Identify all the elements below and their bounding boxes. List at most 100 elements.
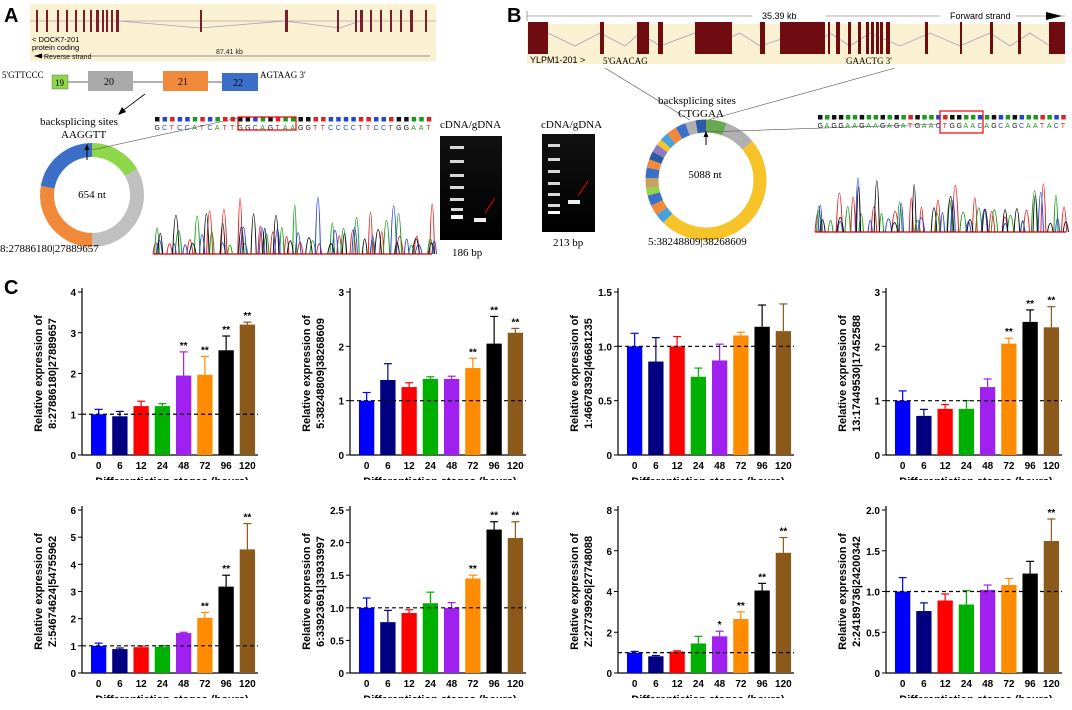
bar	[937, 408, 953, 455]
y-tick-label: 2	[874, 342, 880, 353]
bar	[754, 326, 770, 455]
base-marker	[366, 117, 371, 122]
y-tick-label: 0	[338, 669, 344, 680]
base-letter: C	[373, 125, 378, 132]
base-letter: G	[245, 125, 250, 132]
x-axis-label: Differentiation stages (hours)	[363, 694, 517, 698]
y-tick-label: 6	[606, 547, 612, 558]
bar	[648, 656, 664, 673]
base-letter: G	[915, 123, 920, 130]
x-tick-label: 12	[136, 679, 148, 690]
base-letter: A	[873, 123, 878, 130]
base-marker	[275, 117, 281, 122]
y-tick-label: 0	[70, 669, 76, 680]
x-tick-label: 12	[404, 679, 416, 690]
bar	[90, 414, 107, 455]
base-marker	[185, 117, 190, 122]
base-marker	[894, 115, 899, 120]
strand-label-a: Reverse strand	[44, 54, 92, 61]
x-tick-label: 48	[178, 461, 190, 472]
bar	[690, 643, 707, 673]
base-marker	[192, 117, 198, 122]
bar	[775, 552, 792, 673]
x-axis-label: Differentiation stages (hours)	[631, 694, 785, 698]
y-axis-label: Relative expression of 1:46678392|4668123…	[569, 315, 595, 432]
pointer-arrow-icon	[118, 107, 126, 115]
y-tick-label: 2	[606, 628, 612, 639]
x-tick-label: 12	[672, 461, 684, 472]
circle-length-b: 5088 nt	[688, 169, 721, 181]
y-tick-label: 1	[338, 397, 344, 408]
y-tick-label: 0	[70, 451, 76, 462]
gel-band-a	[474, 218, 486, 222]
base-marker	[873, 115, 879, 120]
x-tick-label: 24	[157, 679, 169, 690]
base-letter: G	[880, 123, 885, 130]
y-tick-label: 1.5	[330, 571, 344, 582]
base-marker	[1019, 115, 1025, 120]
base-letter: T	[1061, 123, 1066, 130]
x-tick-label: 48	[178, 679, 190, 690]
trace-line	[815, 177, 1061, 233]
base-letter: G	[306, 125, 311, 132]
y-tick-label: 2	[70, 370, 76, 381]
transcript-label-b: YLPM1-201 >	[530, 55, 585, 65]
significance-label: **	[758, 572, 766, 583]
base-letter: T	[313, 125, 318, 132]
base-letter: A	[290, 125, 295, 132]
ring-segment	[647, 192, 664, 206]
x-tick-label: 120	[775, 461, 792, 472]
base-marker	[200, 117, 205, 122]
ring-segment	[656, 207, 673, 223]
bar	[690, 376, 707, 455]
base-marker	[838, 115, 844, 120]
base-letter: T	[170, 125, 175, 132]
y-tick-label: 8	[606, 506, 612, 517]
coords-a: 8:27886180|27889657	[0, 243, 99, 255]
bar	[1001, 343, 1017, 455]
junction-box-a	[237, 116, 297, 131]
coords-b: 5:38248809|38268609	[648, 236, 747, 248]
base-letter: G	[404, 125, 409, 132]
base-letter: C	[1054, 123, 1059, 130]
exon-20	[88, 71, 133, 91]
bar	[197, 374, 213, 455]
x-tick-label: 72	[199, 679, 211, 690]
x-tick-label: 6	[921, 679, 927, 690]
x-tick-label: 72	[1003, 679, 1015, 690]
base-letter: T	[1040, 123, 1045, 130]
y-axis-label: Relative expression of Z:54674624|5475596…	[33, 533, 59, 650]
significance-label: **	[1005, 327, 1013, 338]
x-tick-label: 72	[1003, 461, 1015, 472]
length-label-a: 87.41 kb	[216, 49, 243, 56]
bar	[711, 636, 728, 673]
ring-segment	[663, 141, 767, 241]
base-letter: T	[321, 125, 326, 132]
x-tick-label: 6	[385, 679, 391, 690]
gel-title-a: cDNA/gDNA	[440, 119, 501, 131]
base-marker	[215, 117, 220, 122]
base-marker	[419, 117, 424, 122]
bar	[1001, 584, 1017, 673]
base-marker	[1054, 115, 1059, 120]
x-tick-label: 0	[900, 461, 906, 472]
bs-title-b: backsplicing sites	[658, 95, 736, 107]
base-marker	[328, 117, 334, 122]
base-marker	[880, 115, 886, 120]
base-marker	[260, 117, 266, 122]
y-tick-label: 1.0	[598, 342, 612, 353]
base-marker	[943, 115, 948, 120]
ring-segment	[661, 133, 676, 149]
base-letter: G	[894, 123, 899, 130]
bar	[239, 549, 256, 673]
bar	[937, 600, 953, 673]
y-axis-label: Relative expression of 5:38248809|3826860…	[301, 315, 327, 432]
y-tick-label: 4	[70, 288, 76, 299]
x-axis-label: Differentiation stages (hours)	[95, 476, 249, 480]
base-marker	[222, 117, 228, 122]
bar	[175, 375, 192, 455]
y-tick-label: 3	[338, 288, 344, 299]
bar	[465, 368, 481, 455]
